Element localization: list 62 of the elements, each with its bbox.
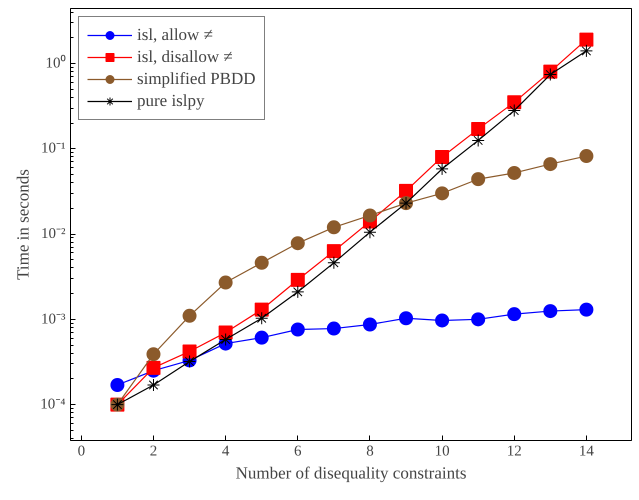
- point: [146, 347, 160, 362]
- point: [146, 378, 160, 392]
- point: [579, 149, 594, 164]
- point: [326, 322, 341, 336]
- point: [435, 186, 450, 200]
- point: [182, 344, 197, 358]
- x-axis-title: Number of disequality constraints: [236, 464, 466, 482]
- point: [471, 312, 486, 326]
- point: [507, 307, 522, 322]
- y-tick-label: 10⁻⁴: [40, 396, 66, 413]
- point: [182, 308, 197, 323]
- point: [255, 312, 268, 325]
- y-axis-title: Time in seconds: [13, 169, 32, 280]
- point: [326, 220, 341, 234]
- point: [472, 134, 485, 147]
- point: [363, 226, 376, 239]
- point: [544, 68, 557, 82]
- legend-label: isl, disallow ≠: [137, 47, 233, 67]
- y-tick-label: 10⁻¹: [41, 140, 66, 157]
- point: [508, 104, 521, 118]
- x-tick-label: 14: [578, 444, 594, 460]
- point: [291, 285, 304, 298]
- point: [362, 208, 377, 222]
- point: [579, 32, 594, 47]
- point: [327, 256, 340, 270]
- point: [435, 150, 450, 164]
- x-tick-label: 8: [366, 444, 374, 460]
- point: [254, 302, 269, 317]
- y-tick-label: 10⁻³: [41, 311, 66, 328]
- point: [110, 378, 124, 392]
- point: [579, 302, 594, 317]
- x-tick-label: 4: [222, 444, 230, 460]
- legend-label: simplified PBDD: [137, 69, 256, 89]
- x-tick-label: 10: [434, 444, 450, 460]
- point: [290, 322, 305, 336]
- point: [435, 313, 450, 328]
- point: [219, 333, 232, 346]
- point: [146, 360, 160, 375]
- point: [580, 44, 593, 58]
- point: [436, 162, 449, 176]
- point: [254, 256, 269, 270]
- point: [471, 122, 486, 136]
- point: [543, 157, 558, 172]
- point: [507, 166, 522, 180]
- legend-label: pure islpy: [137, 91, 205, 111]
- x-tick-label: 12: [506, 444, 522, 460]
- x-tick-label: 2: [150, 444, 158, 460]
- point: [399, 311, 414, 326]
- point: [218, 276, 233, 290]
- point: [543, 304, 558, 318]
- x-tick-label: 6: [294, 444, 302, 460]
- point: [290, 236, 305, 250]
- point: [326, 244, 341, 258]
- point: [290, 272, 305, 287]
- y-tick-label: 10⁻²: [41, 226, 66, 242]
- point: [362, 318, 377, 332]
- y-tick-label: 10⁰: [46, 54, 66, 72]
- point: [254, 330, 269, 345]
- point: [399, 184, 414, 198]
- x-tick-label: 0: [78, 444, 86, 460]
- legend-label: isl, allow ≠: [137, 25, 213, 45]
- point: [471, 172, 486, 186]
